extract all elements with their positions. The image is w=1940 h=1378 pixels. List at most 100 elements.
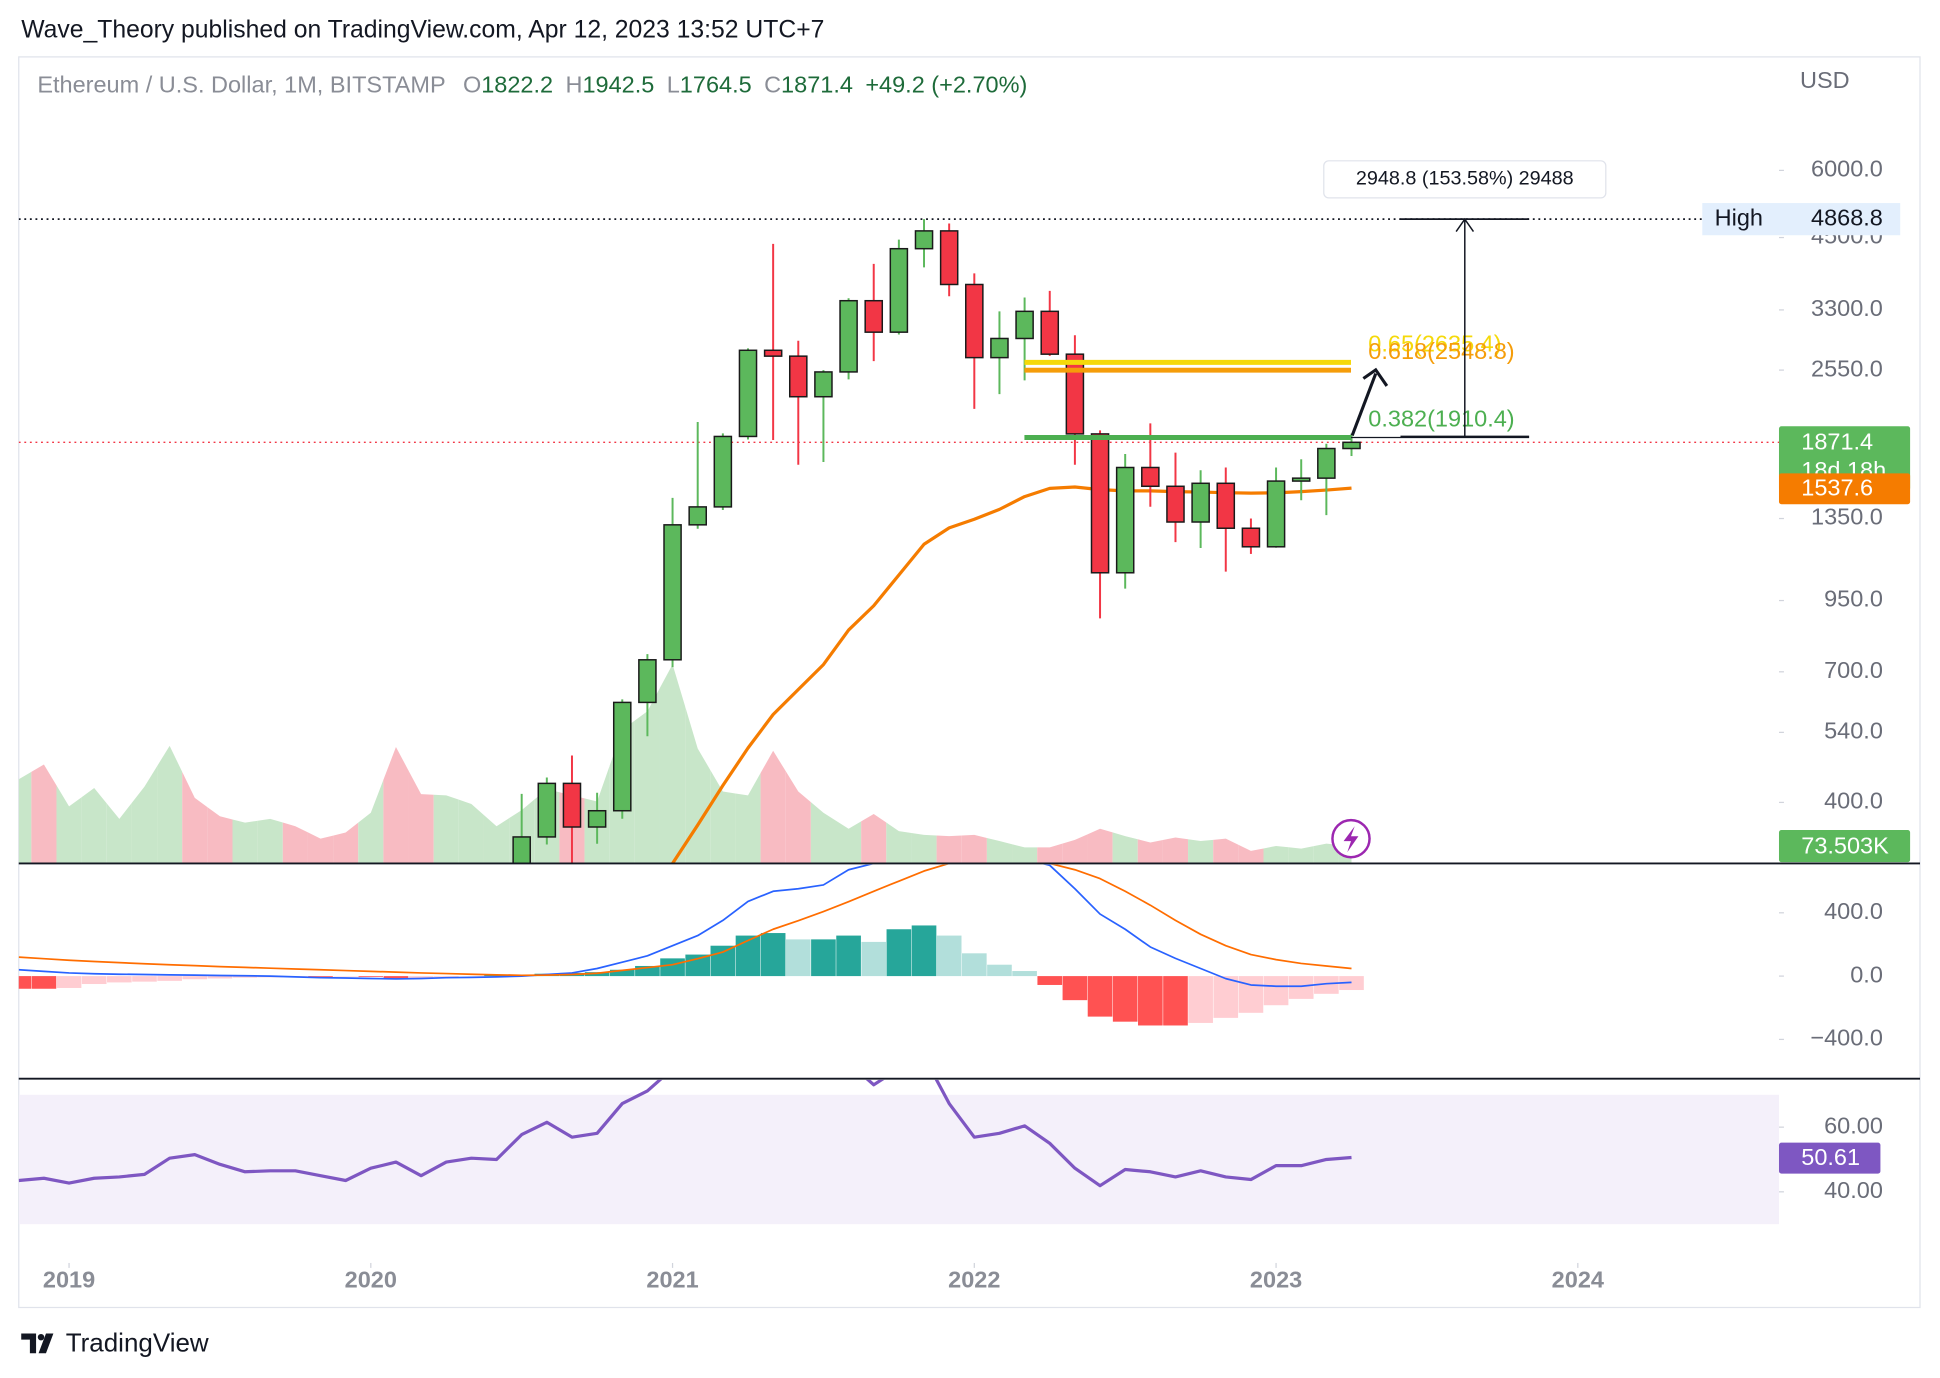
volume-area [307,832,334,864]
volume-area [735,773,761,864]
volume-area [836,820,862,864]
volume-area [986,837,1013,864]
y-tick-label: 950.0 [1824,586,1883,612]
candle-body [1090,433,1110,574]
volume-area [106,802,132,864]
macd-histogram-bar [358,976,384,977]
volume-badge-value: 73.503K [1801,833,1889,859]
candle-body [1115,466,1135,574]
fib-label: 0.65(2635.4) [1368,330,1501,356]
volume-area [1087,828,1113,864]
macd-histogram-bar [836,935,861,977]
measure-label: 2948.8 (153.58%) 29488 [1356,168,1574,190]
alert-icon[interactable] [1331,818,1371,859]
ohlc-value: 1764.5 [680,72,752,98]
candle-body [663,524,682,661]
ohlc-value: 1942.5 [582,72,654,98]
candle-body [1166,485,1185,523]
rsi-badge [1778,1142,1881,1174]
measure-arrowhead [1455,217,1475,232]
macd-histogram-bar [911,925,937,977]
background-layer: 400.0540.0700.0950.01350.02550.03300.045… [43,156,1883,1293]
rsi-tick-label: 40.00 [1824,1177,1883,1203]
ohlc-key: O [463,72,481,98]
signal-line [18,864,1352,977]
candle-body [587,809,607,828]
candle-body [1191,482,1210,523]
high-badge [1702,203,1901,236]
macd-histogram-bar [961,953,987,977]
macd-histogram-bar [609,969,635,977]
candle-body [814,371,833,398]
volume-area [886,822,912,864]
macd-histogram-bar [1238,976,1264,1013]
volume-area [182,771,208,864]
volume-area [634,687,660,864]
macd-histogram-bar [484,975,509,977]
macd-histogram-bar [1087,976,1113,1017]
candle-body [965,283,984,359]
macd-histogram-bar [1138,976,1163,1026]
candle-body [1141,466,1160,488]
volume-area [333,822,359,864]
volume-area [961,834,987,864]
ohlc-key: L [667,72,680,98]
y-tick-label: 700.0 [1824,657,1883,683]
publisher-line: Wave_Theory published on TradingView.com… [21,16,824,43]
moving-average [671,485,1352,864]
macd-histogram-bar [433,976,459,977]
volume-area [56,785,82,864]
volume-area [157,745,183,864]
volume-area [1162,837,1189,864]
x-tick-label: 2023 [1250,1267,1302,1293]
macd-histogram-bar [936,935,962,977]
macd-histogram-bar [760,933,786,977]
volume-area [1238,844,1264,864]
footer-brand: TradingView [66,1327,209,1357]
volume-area [81,788,107,864]
ohlc-value: 1822.2 [481,72,553,98]
rsi-line [18,1079,1352,1188]
volume-area [1137,839,1163,864]
candle-body [1216,482,1236,529]
candle-body [864,299,884,333]
volume-area [458,799,484,864]
volume-area [1112,832,1138,864]
macd-histogram-bar [157,976,182,981]
volume-area [861,813,887,864]
price-pane [18,218,1779,864]
volume-area [1062,834,1088,864]
rsi-band [18,1094,1779,1225]
macd-histogram-bar [408,976,434,978]
tradingview-logo [21,1333,54,1354]
macd-histogram-bar [1062,976,1088,1001]
candle-body [1015,310,1034,340]
candle-body [763,349,783,357]
macd-histogram-bar [18,976,32,989]
volume-area [1263,845,1289,864]
macd-line [18,864,1352,988]
macd-histogram-bar [1112,976,1138,1022]
macd-tick-label: 0.0 [1850,961,1883,987]
macd-histogram-bar [861,941,887,977]
macd-histogram-bar [1263,976,1289,1006]
macd-histogram-bar [811,939,836,977]
candle-body [562,782,582,828]
ma-badge [1778,473,1911,505]
macd-histogram-bar [660,958,685,977]
volume-area [1288,846,1314,864]
candle-body [1291,477,1311,482]
volume-area [257,818,283,864]
volume-area [936,835,962,864]
volume-area [408,770,434,864]
x-tick-label: 2020 [345,1267,397,1293]
y-tick-label: 1350.0 [1811,504,1883,530]
x-tick-label: 2024 [1552,1267,1604,1293]
high-badge-label: High [1715,204,1763,230]
candle-body [1317,447,1336,479]
macd-tick-label: −400.0 [1810,1025,1883,1051]
volume-area [483,815,510,864]
projection-arrow [1350,367,1389,436]
